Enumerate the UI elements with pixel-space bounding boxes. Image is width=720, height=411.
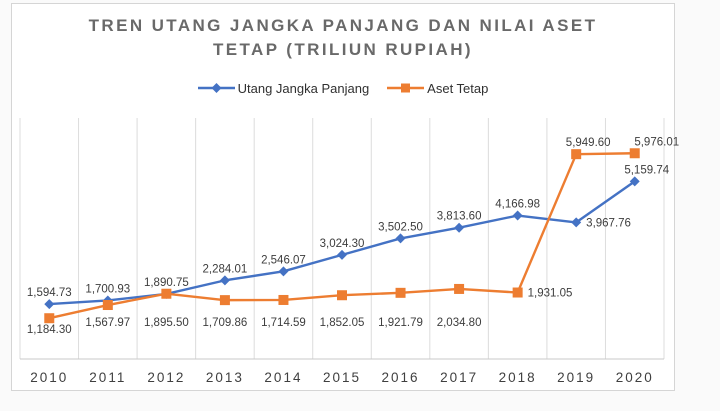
- data-label: 1,594.73: [27, 287, 72, 299]
- data-point-square: [629, 148, 640, 159]
- x-axis-label: 2019: [557, 370, 595, 385]
- x-axis-label: 2012: [147, 370, 185, 385]
- data-point-square: [395, 287, 406, 298]
- data-label: 1,700.93: [85, 283, 130, 295]
- data-label: 2,034.80: [437, 317, 482, 329]
- x-axis-label: 2013: [206, 370, 244, 385]
- data-point-diamond: [454, 222, 465, 233]
- chart-card: TREN UTANG JANGKA PANJANG DAN NILAI ASET…: [11, 3, 679, 391]
- data-label: 3,024.30: [320, 238, 365, 250]
- data-point-square: [512, 287, 523, 298]
- x-axis-label: 2014: [264, 370, 302, 385]
- x-axis-label: 2010: [30, 370, 68, 385]
- x-axis-label: 2018: [499, 370, 537, 385]
- line-diamond-marker-icon: [197, 82, 235, 94]
- data-label: 3,967.76: [586, 217, 631, 229]
- data-label: 1,567.97: [85, 317, 130, 329]
- chart-title: TREN UTANG JANGKA PANJANG DAN NILAI ASET…: [12, 14, 674, 62]
- data-point-diamond: [395, 233, 406, 244]
- data-point-square: [571, 149, 582, 160]
- data-point-square: [278, 294, 289, 305]
- line-square-marker-icon: [387, 82, 425, 94]
- x-axis-label: 2015: [323, 370, 361, 385]
- data-point-diamond: [219, 275, 230, 286]
- data-label: 3,502.50: [378, 221, 423, 233]
- data-point-square: [219, 295, 230, 306]
- data-label: 1,921.79: [378, 317, 423, 329]
- chart-title-line-2: TETAP (TRILIUN RUPIAH): [213, 40, 473, 59]
- data-point-square: [161, 288, 172, 299]
- data-point-square: [454, 283, 465, 294]
- chart-title-line-1: TREN UTANG JANGKA PANJANG DAN NILAI ASET: [88, 16, 598, 35]
- data-label: 1,895.50: [144, 317, 189, 329]
- data-label: 3,813.60: [437, 211, 482, 223]
- data-label: 2,546.07: [261, 254, 306, 266]
- data-label: 1,890.75: [144, 277, 189, 289]
- data-label: 1,709.86: [203, 317, 248, 329]
- x-axis-label: 2016: [382, 370, 420, 385]
- x-axis-label: 2020: [616, 370, 654, 385]
- data-point-diamond: [512, 210, 523, 221]
- legend-label-aset-tetap: Aset Tetap: [427, 80, 489, 96]
- chart-plot-svg: 2010 2011 2012 2013 2014 2015 2016 2017 2018 2019…: [19, 118, 679, 385]
- data-label: 4,166.98: [495, 199, 540, 211]
- data-point-square: [102, 300, 113, 311]
- data-label: 1,931.05: [528, 288, 573, 300]
- chart-legend: Utang Jangka Panjang Aset Tetap: [12, 78, 674, 98]
- data-point-square: [337, 290, 347, 301]
- legend-item-aset-tetap: Aset Tetap: [387, 81, 488, 96]
- data-point-diamond: [337, 249, 347, 260]
- data-label: 5,949.60: [566, 137, 611, 149]
- data-point-diamond: [571, 217, 582, 228]
- data-label: 1,184.30: [27, 324, 72, 336]
- legend-label-utang-jangka-panjang: Utang Jangka Panjang: [237, 80, 370, 96]
- data-point-square: [44, 313, 55, 324]
- data-label: 1,852.05: [320, 317, 365, 329]
- data-point-diamond: [629, 176, 640, 187]
- x-axis-label: 2011: [89, 370, 126, 385]
- legend-item-utang-jangka-panjang: Utang Jangka Panjang: [197, 80, 370, 96]
- data-label: 1,714.59: [261, 317, 306, 329]
- data-label: 2,284.01: [203, 263, 248, 275]
- data-point-diamond: [278, 266, 289, 277]
- data-point-diamond: [44, 299, 55, 310]
- x-axis-label: 2017: [440, 370, 478, 385]
- data-label: 5,976.01: [634, 136, 679, 148]
- data-label: 5,159.74: [624, 164, 669, 176]
- plot-area: 2010 2011 2012 2013 2014 2015 2016 2017 2018 2019…: [19, 118, 679, 390]
